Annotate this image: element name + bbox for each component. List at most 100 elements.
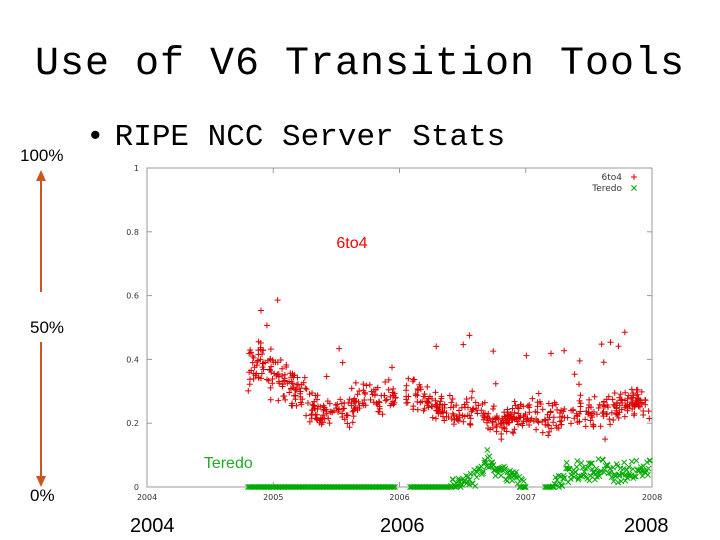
data-point-6to4 (370, 399, 377, 406)
data-point-6to4 (509, 405, 516, 412)
data-point-teredo (503, 476, 510, 483)
data-point-6to4 (403, 382, 410, 389)
data-point-6to4 (529, 395, 536, 402)
data-point-6to4 (622, 389, 629, 396)
data-point-teredo (614, 463, 621, 470)
data-point-6to4 (246, 376, 253, 383)
data-point-6to4 (449, 410, 456, 417)
data-point-6to4 (267, 384, 274, 391)
data-point-6to4 (317, 417, 324, 424)
data-point-6to4 (249, 359, 256, 366)
data-point-6to4 (441, 417, 448, 424)
data-point-6to4 (246, 369, 253, 376)
data-point-6to4 (410, 403, 417, 410)
data-point-6to4 (612, 410, 619, 417)
data-point-6to4 (553, 422, 560, 429)
x-tick-label: 2008 (642, 493, 662, 502)
data-point-6to4 (589, 414, 596, 421)
data-point-6to4 (329, 409, 336, 416)
data-point-6to4 (320, 406, 327, 413)
data-point-6to4 (326, 420, 333, 427)
data-point-6to4 (274, 371, 281, 378)
data-point-6to4 (497, 420, 504, 427)
data-point-6to4 (511, 398, 518, 405)
data-point-6to4 (279, 381, 286, 388)
data-point-6to4 (434, 407, 441, 414)
data-point-6to4 (313, 415, 320, 422)
data-point-teredo (628, 458, 635, 465)
data-point-teredo (555, 472, 562, 479)
data-point-6to4 (498, 436, 505, 443)
data-point-teredo (625, 463, 632, 470)
data-point-6to4 (621, 329, 628, 336)
data-point-6to4 (445, 414, 452, 421)
data-point-6to4 (640, 412, 647, 419)
data-point-6to4 (314, 416, 321, 423)
data-point-6to4 (288, 374, 295, 381)
data-point-6to4 (605, 393, 612, 400)
data-point-teredo (466, 476, 473, 483)
data-point-6to4 (246, 350, 253, 357)
data-point-teredo (610, 478, 617, 485)
data-point-6to4 (635, 396, 642, 403)
data-point-6to4 (275, 397, 282, 404)
annotation-teredo: Teredo (204, 455, 253, 472)
data-point-6to4 (532, 408, 539, 415)
data-point-6to4 (390, 392, 397, 399)
data-point-6to4 (247, 347, 254, 354)
data-point-6to4 (383, 396, 390, 403)
data-point-6to4 (600, 413, 607, 420)
data-point-6to4 (443, 410, 450, 417)
data-point-teredo (502, 465, 509, 472)
data-point-teredo (564, 465, 571, 472)
data-point-6to4 (545, 432, 552, 439)
data-point-6to4 (632, 397, 639, 404)
year-label-2004: 2004 (130, 515, 175, 537)
x-tick-label: 2007 (516, 493, 536, 502)
data-point-6to4 (590, 423, 597, 430)
data-point-6to4 (487, 426, 494, 433)
data-point-6to4 (320, 412, 327, 419)
data-point-teredo (520, 478, 527, 485)
data-point-6to4 (478, 407, 485, 414)
data-point-6to4 (274, 359, 281, 366)
data-point-6to4 (286, 378, 293, 385)
data-point-6to4 (607, 421, 614, 428)
data-point-6to4 (576, 381, 583, 388)
data-point-6to4 (615, 415, 622, 422)
data-point-6to4 (561, 414, 568, 421)
data-point-teredo (633, 457, 640, 464)
data-point-teredo (553, 481, 560, 488)
data-point-6to4 (503, 428, 510, 435)
data-point-6to4 (521, 412, 528, 419)
data-point-6to4 (504, 409, 511, 416)
year-label-2006: 2006 (380, 515, 425, 537)
data-point-6to4 (376, 405, 383, 412)
data-point-6to4 (414, 385, 421, 392)
data-point-6to4 (484, 413, 491, 420)
data-point-6to4 (548, 350, 555, 357)
data-point-teredo (623, 466, 630, 473)
data-point-6to4 (253, 362, 260, 369)
data-point-6to4 (335, 409, 342, 416)
data-point-6to4 (339, 359, 346, 366)
data-point-6to4 (376, 399, 383, 406)
data-point-6to4 (534, 418, 541, 425)
legend-label-teredo: Teredo (591, 184, 622, 194)
data-point-6to4 (432, 389, 439, 396)
data-point-6to4 (495, 416, 502, 423)
data-point-6to4 (292, 387, 299, 394)
data-point-6to4 (642, 401, 649, 408)
data-point-6to4 (631, 174, 637, 180)
data-point-6to4 (356, 387, 363, 394)
data-point-6to4 (258, 370, 265, 377)
annotation-6to4: 6to4 (336, 235, 367, 252)
data-point-6to4 (266, 366, 273, 373)
data-point-6to4 (602, 436, 609, 443)
data-point-6to4 (346, 424, 353, 431)
data-point-6to4 (490, 348, 497, 355)
data-point-6to4 (606, 416, 613, 423)
data-point-6to4 (269, 376, 276, 383)
data-point-6to4 (545, 400, 552, 407)
